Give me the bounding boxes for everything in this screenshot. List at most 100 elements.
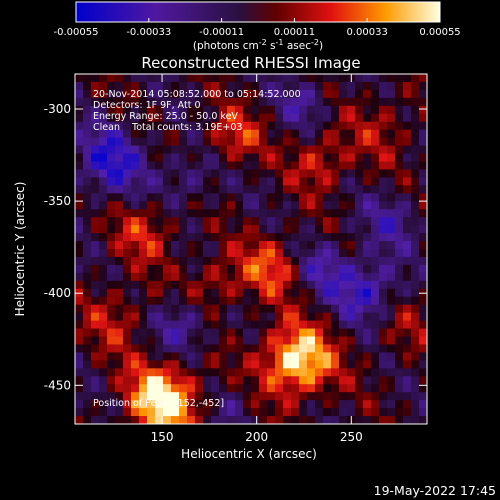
heatmap-cell [299,105,308,115]
heatmap-cell [395,225,404,234]
heatmap-cell [75,312,84,322]
heatmap-cell [371,288,380,298]
heatmap-cell [347,105,356,115]
heatmap-cell [187,193,196,202]
heatmap-cell [371,320,380,330]
heatmap-cell [203,392,212,401]
heatmap-cell [275,304,284,314]
heatmap-cell [419,177,427,186]
heatmap-cell [139,113,148,123]
heatmap-cell [211,368,220,377]
heatmap-cell [179,288,188,298]
heatmap-cell [411,185,420,194]
heatmap-cell [291,400,300,409]
heatmap-cell [387,376,396,385]
heatmap-cell [123,129,132,139]
heatmap-cell [355,296,364,306]
heatmap-cell [299,233,308,242]
heatmap-cell [131,249,140,258]
heatmap-cell [235,408,244,417]
heatmap-cell [147,241,156,250]
heatmap-cell [243,137,252,147]
heatmap-cell [315,121,324,131]
heatmap-cell [155,304,164,314]
heatmap-cell [203,241,212,250]
heatmap-cell [315,408,324,417]
heatmap-cell [339,89,348,99]
heatmap-cell [403,408,412,417]
heatmap-cell [139,241,148,250]
heatmap-cell [371,217,380,226]
heatmap-cell [219,241,228,250]
heatmap-cell [395,384,404,393]
heatmap-cell [235,105,244,115]
heatmap-cell [219,408,228,417]
heatmap-cell [91,233,100,242]
heatmap-cell [235,320,244,330]
heatmap-cell [155,153,164,163]
heatmap-cell [115,177,124,186]
heatmap-cell [155,336,164,346]
heatmap-cell [299,137,308,147]
heatmap-cell [395,272,404,282]
heatmap-cell [115,304,124,314]
heatmap-cell [275,328,284,338]
heatmap-cell [355,280,364,290]
heatmap-cell [275,161,284,171]
heatmap-cell [243,392,252,401]
heatmap-cell [379,280,388,290]
heatmap-cell [251,241,260,250]
heatmap-cell [371,81,380,91]
heatmap-cell [403,217,412,226]
heatmap-cell [259,344,268,353]
heatmap-cell [227,288,236,298]
heatmap-cell [411,161,420,171]
heatmap-cell [267,408,276,417]
heatmap-cell [187,296,196,306]
heatmap-cell [395,241,404,250]
heatmap-cell [211,376,220,385]
heatmap-cell [227,241,236,250]
heatmap-cell [315,264,324,274]
heatmap-cell [107,129,116,139]
heatmap-cell [163,416,172,424]
heatmap-cell [387,416,396,424]
heatmap-cell [155,97,164,107]
heatmap-cell [123,400,132,409]
heatmap-cell [283,97,292,107]
heatmap-cell [315,304,324,314]
heatmap-cell [251,74,260,83]
heatmap-cell [259,256,268,266]
heatmap-cell [99,392,108,401]
heatmap-cell [115,312,124,322]
heatmap-cell [411,177,420,186]
heatmap-cell [75,352,84,361]
heatmap-cell [115,336,124,346]
heatmap-cell [339,153,348,163]
heatmap-cell [235,209,244,218]
heatmap-cell [123,137,132,147]
heatmap-cell [235,392,244,401]
heatmap-cell [339,400,348,409]
heatmap-cell [235,113,244,123]
heatmap-cell [379,304,388,314]
heatmap-cell [307,400,316,409]
heatmap-cell [339,296,348,306]
heatmap-cell [323,328,332,338]
heatmap-cell [203,280,212,290]
heatmap-cell [387,249,396,258]
heatmap-cell [331,264,340,274]
heatmap-cell [275,344,284,353]
heatmap-cell [179,272,188,282]
heatmap-cell [251,328,260,338]
heatmap-cell [395,169,404,178]
heatmap-cell [187,241,196,250]
heatmap-cell [371,145,380,155]
heatmap-cell [403,352,412,361]
heatmap-cell [379,296,388,306]
heatmap-cell [411,368,420,377]
heatmap-cell [347,296,356,306]
heatmap-cell [195,137,204,147]
heatmap-cell [315,177,324,186]
heatmap-cell [91,241,100,250]
